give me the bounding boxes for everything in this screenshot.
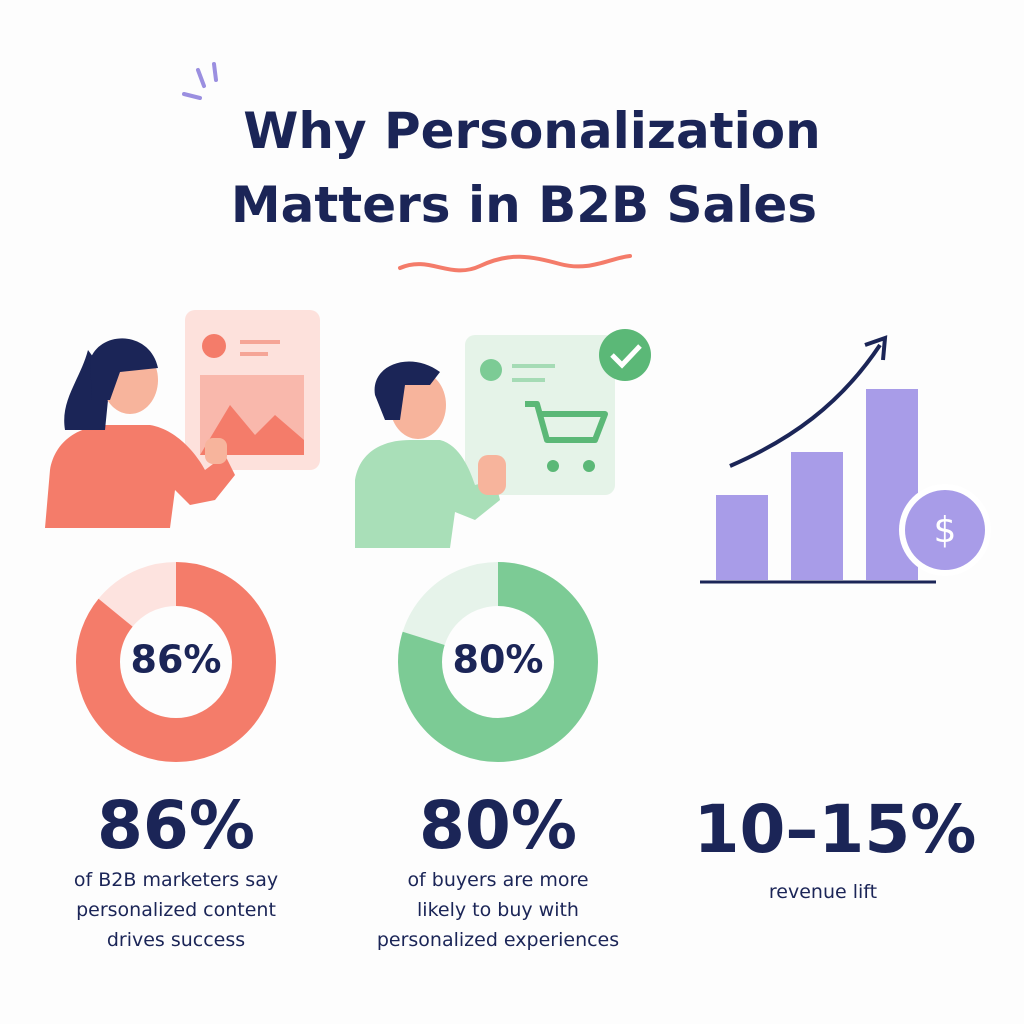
stat-caption: drives success: [107, 929, 245, 951]
title-line: Why Personalization: [243, 102, 821, 160]
donut-label: 80%: [453, 638, 544, 682]
sparkle: [182, 62, 218, 100]
stat-headline: 80%: [419, 787, 577, 864]
donut-label: 86%: [131, 638, 222, 682]
squiggle: [398, 254, 632, 273]
svg-text:$: $: [934, 510, 957, 551]
donut-arc: [76, 562, 276, 762]
stat-caption: likely to buy with: [417, 899, 579, 921]
stat-caption: personalized experiences: [377, 929, 619, 951]
stat-caption: revenue lift: [769, 881, 877, 903]
illustration-woman: [45, 310, 320, 528]
stat-caption: of buyers are more: [407, 869, 588, 891]
stat-caption: of B2B marketers say: [74, 869, 278, 891]
donut-arc: [398, 562, 598, 762]
illustration-growth: $: [700, 335, 991, 584]
illustration-man: [355, 329, 651, 548]
stat-caption: personalized content: [76, 899, 276, 921]
stat-headline: 86%: [97, 787, 255, 864]
title-line: Matters in B2B Sales: [231, 176, 817, 234]
stat-headline: 10–15%: [694, 791, 977, 868]
